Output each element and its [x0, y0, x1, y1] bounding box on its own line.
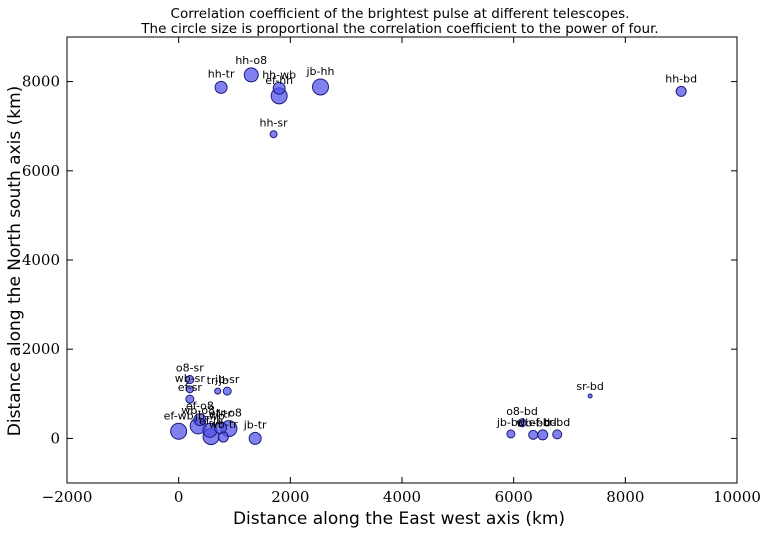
y-tick-label: 2000 [22, 340, 60, 358]
data-point [214, 387, 222, 395]
plot-area: −2000 0 2000 4000 6000 8000 10000 0 2000 4000 6000… [22, 36, 761, 506]
data-point [243, 67, 259, 83]
data-point [185, 375, 195, 385]
data-label: hh-o8 [235, 54, 267, 67]
chart-title: Correlation coefficient of the brightest… [171, 6, 630, 22]
y-tick-label: 4000 [22, 251, 60, 269]
data-label: jb-hh [306, 65, 335, 78]
x-axis-label: Distance along the East west axis (km) [233, 509, 565, 529]
data-label: ef-o8 [186, 400, 214, 413]
data-point [222, 386, 232, 396]
x-tick-label: 8000 [606, 488, 644, 506]
chart-subtitle: The circle size is proportional the corr… [140, 21, 658, 37]
y-axis-label: Distance along the North south axis (km) [5, 86, 25, 437]
y-tick-label: 0 [50, 429, 60, 447]
data-label: o8-sr [176, 362, 204, 375]
y-tick-label: 8000 [22, 73, 60, 91]
data-point [272, 81, 286, 95]
data-label: wb-tr [209, 418, 238, 431]
data-point [552, 429, 563, 440]
data-point [193, 413, 207, 427]
data-point [269, 130, 278, 139]
data-label: ef-tr [209, 408, 232, 421]
data-point [311, 78, 329, 96]
data-label: ef-wb [164, 409, 194, 422]
data-point [217, 431, 229, 443]
data-label: tr-jb [207, 374, 229, 387]
x-tick-label: 4000 [383, 488, 421, 506]
data-label: jb-bd [496, 416, 525, 429]
data-label: hh-wb [262, 68, 296, 81]
data-point [185, 394, 195, 404]
data-point [248, 431, 262, 445]
data-label: wb-sr [175, 372, 206, 385]
data-label: jb-sr [214, 373, 240, 386]
x-tick-label: 10000 [713, 488, 761, 506]
x-tick-label: −2000 [42, 488, 93, 506]
data-label: hh-sr [259, 117, 288, 130]
data-point [185, 385, 194, 394]
data-point [517, 418, 527, 428]
data-point [528, 429, 539, 440]
data-label: hh-tr [208, 67, 235, 80]
x-tick-label: 6000 [495, 488, 533, 506]
data-label: sr-bd [576, 380, 603, 393]
x-tick-label: 2000 [271, 488, 309, 506]
data-point [170, 422, 188, 440]
data-label: tr-bd [544, 416, 570, 429]
data-label: o8-bd [506, 405, 538, 418]
data-label: jb-tr [243, 418, 267, 431]
data-label: jb-wb [194, 409, 225, 422]
data-label: hh-bd [665, 72, 697, 85]
data-label: wb-o8 [181, 404, 215, 417]
data-point [587, 393, 593, 399]
data-point [506, 429, 516, 439]
data-label: ef-bd [529, 416, 557, 429]
data-label: wb-bd [516, 416, 550, 429]
data-point [537, 429, 549, 441]
data-label: tr-o8 [216, 407, 242, 420]
data-label: ef-hh [265, 74, 293, 87]
data-label: ef-sr [178, 381, 203, 394]
data-point [214, 80, 228, 94]
x-tick-label: 0 [174, 488, 184, 506]
data-label: ef-jb [199, 415, 223, 428]
data-point [675, 85, 687, 97]
y-tick-label: 6000 [22, 162, 60, 180]
